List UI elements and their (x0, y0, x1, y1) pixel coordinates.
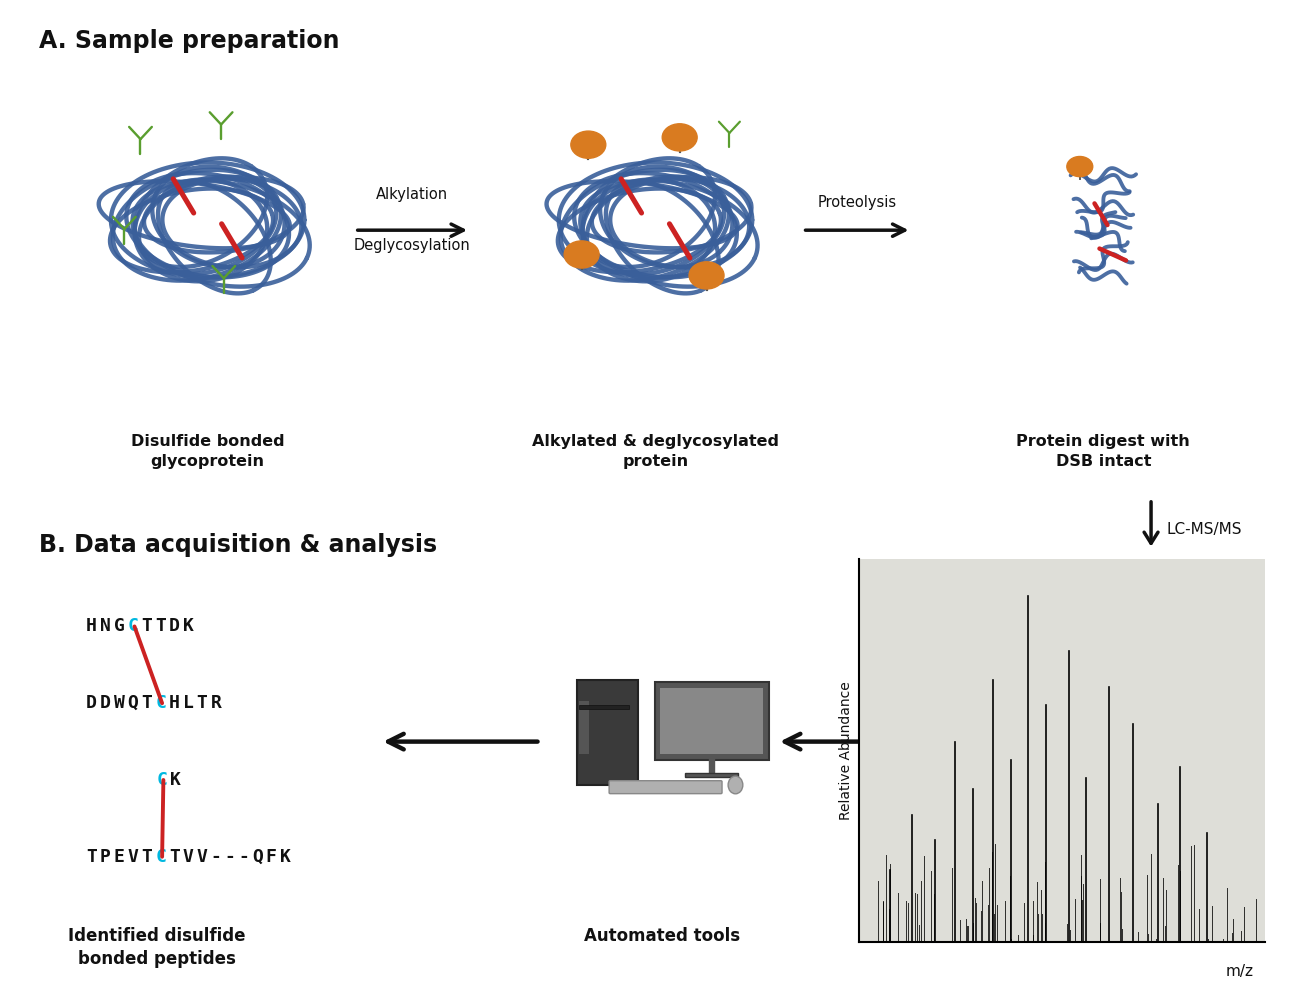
Text: -: - (239, 848, 249, 866)
FancyBboxPatch shape (610, 781, 722, 793)
Text: V: V (197, 848, 207, 866)
Text: -: - (211, 848, 222, 866)
Text: D: D (169, 618, 180, 635)
Circle shape (564, 241, 599, 268)
Text: Proteolysis: Proteolysis (818, 196, 897, 211)
Text: W: W (114, 695, 125, 713)
Text: Identified disulfide
bonded peptides: Identified disulfide bonded peptides (68, 926, 245, 969)
Text: V: V (127, 848, 139, 866)
Text: E: E (114, 848, 125, 866)
Text: G: G (114, 618, 125, 635)
Text: C: C (156, 771, 168, 789)
Text: Automated tools: Automated tools (583, 926, 739, 944)
Text: B. Data acquisition & analysis: B. Data acquisition & analysis (39, 533, 437, 557)
Text: V: V (182, 848, 194, 866)
Text: N: N (100, 618, 111, 635)
Circle shape (690, 262, 724, 289)
Text: T: T (142, 848, 152, 866)
Y-axis label: Relative Abundance: Relative Abundance (839, 681, 853, 821)
Circle shape (570, 131, 606, 158)
Text: Disulfide bonded
glycoprotein: Disulfide bonded glycoprotein (131, 434, 284, 469)
Text: C: C (155, 695, 166, 713)
FancyBboxPatch shape (579, 702, 589, 754)
Ellipse shape (728, 776, 743, 794)
FancyBboxPatch shape (654, 682, 770, 760)
Circle shape (1067, 156, 1093, 176)
Text: T: T (197, 695, 207, 713)
Text: H: H (87, 618, 97, 635)
Text: Alkylation: Alkylation (376, 187, 448, 203)
FancyBboxPatch shape (577, 680, 638, 785)
Text: T: T (142, 695, 152, 713)
Text: Q: Q (127, 695, 139, 713)
Text: D: D (87, 695, 97, 713)
Text: H: H (169, 695, 180, 713)
Text: T: T (142, 618, 152, 635)
Text: m/z: m/z (1226, 965, 1253, 980)
Text: T: T (87, 848, 97, 866)
Text: Alkylated & deglycosylated
protein: Alkylated & deglycosylated protein (532, 434, 779, 469)
Text: A. Sample preparation: A. Sample preparation (39, 29, 340, 53)
Text: Q: Q (252, 848, 262, 866)
Text: T: T (155, 618, 166, 635)
Circle shape (662, 124, 697, 151)
FancyBboxPatch shape (686, 773, 738, 777)
Text: F: F (266, 848, 277, 866)
Text: Protein digest with
DSB intact: Protein digest with DSB intact (1016, 434, 1190, 469)
Text: -: - (224, 848, 235, 866)
Text: K: K (182, 618, 194, 635)
Text: D: D (100, 695, 111, 713)
Text: K: K (279, 848, 291, 866)
Text: Deglycosylation: Deglycosylation (354, 238, 471, 253)
FancyBboxPatch shape (579, 706, 629, 710)
FancyBboxPatch shape (661, 687, 763, 754)
Text: K: K (170, 771, 181, 789)
Text: C: C (127, 618, 139, 635)
Text: C: C (155, 848, 166, 866)
Text: T: T (169, 848, 180, 866)
Text: L: L (182, 695, 194, 713)
Text: P: P (100, 848, 111, 866)
Text: LC-MS/MS: LC-MS/MS (1167, 522, 1243, 536)
Text: R: R (211, 695, 222, 713)
